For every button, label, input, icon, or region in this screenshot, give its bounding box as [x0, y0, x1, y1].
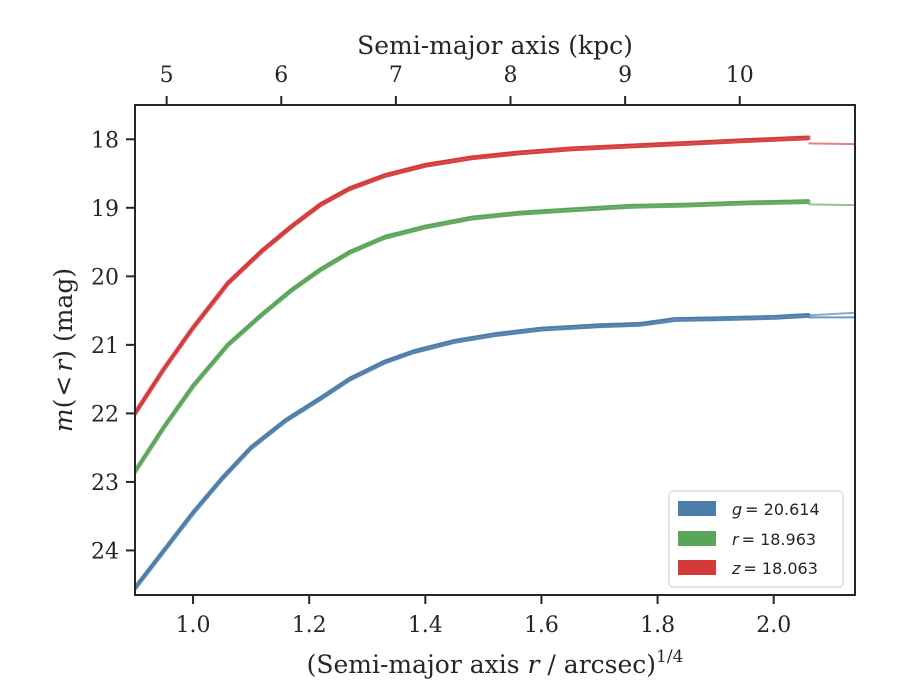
- y-axis-title-close: ): [49, 350, 78, 360]
- legend: g = 20.614 r = 18.963 z = 18.063: [668, 490, 844, 588]
- series-g-line: [135, 313, 810, 589]
- y-axis-title-var: r: [49, 358, 78, 372]
- legend-swatch-z: [678, 560, 716, 575]
- series-r-line-alt: [135, 201, 810, 474]
- ticks-layer: 1.0 1.2 1.4 1.6 1.8 2.0 18 19 20 21 22 23 24 5 6 7 8 9 10: [91, 63, 791, 638]
- top-x-tick-label: 10: [726, 63, 754, 88]
- y-axis-title-units: (mag): [49, 268, 78, 350]
- y-tick-label: 24: [91, 539, 119, 564]
- series-g-line-alt: [135, 315, 810, 591]
- curves-layer: [135, 135, 855, 591]
- top-x-tick-label: 7: [389, 63, 403, 88]
- legend-label-r: r = 18.963: [732, 530, 816, 549]
- legend-var-r: r: [732, 530, 740, 549]
- legend-label-z: z = 18.063: [731, 559, 818, 578]
- plot-frame: [134, 104, 856, 596]
- series-r-extrapolation: [808, 203, 855, 207]
- legend-var-g: g: [732, 500, 742, 519]
- y-axis-title: m( < r) (mag): [49, 268, 78, 432]
- legend-entry-r: r = 18.963: [678, 530, 816, 549]
- top-x-tick-label: 9: [618, 63, 632, 88]
- legend-value-z: = 18.063: [743, 559, 817, 578]
- top-x-tick-label: 6: [274, 63, 288, 88]
- x-axis-title-suffix: / arcsec): [539, 650, 656, 679]
- x-axis-title-exponent: 1/4: [656, 647, 683, 667]
- x-tick-label: 1.2: [292, 613, 327, 638]
- x-tick-label: 2.0: [756, 613, 791, 638]
- legend-swatch-g: [678, 501, 716, 516]
- top-x-tick-label: 8: [504, 63, 518, 88]
- x-tick-label: 1.0: [176, 613, 211, 638]
- y-axis-title-open: (: [49, 399, 78, 409]
- y-axis-title-func: m: [49, 408, 78, 432]
- x-axis-title-var: r: [528, 650, 542, 679]
- y-axis-title-lt: <: [49, 376, 78, 397]
- series-g-extrapolation: [808, 311, 855, 317]
- series-z-line: [135, 135, 810, 414]
- legend-label-g: g = 20.614: [732, 500, 820, 519]
- y-tick-label: 22: [91, 402, 119, 427]
- x-tick-label: 1.4: [408, 613, 443, 638]
- top-x-tick-label: 5: [160, 63, 174, 88]
- y-tick-label: 21: [91, 334, 119, 359]
- legend-entry-g: g = 20.614: [678, 500, 820, 519]
- legend-value-r: = 18.963: [742, 530, 816, 549]
- x-axis-title-prefix: (Semi-major axis: [307, 650, 528, 679]
- legend-value-g: = 20.614: [745, 500, 819, 519]
- y-tick-label: 23: [91, 471, 119, 496]
- top-x-axis-title: Semi-major axis (kpc): [357, 31, 633, 60]
- series-r-line: [135, 199, 810, 472]
- x-tick-label: 1.8: [640, 613, 675, 638]
- x-tick-label: 1.6: [524, 613, 559, 638]
- legend-entry-z: z = 18.063: [678, 559, 818, 578]
- legend-var-z: z: [731, 559, 741, 578]
- series-z-line-alt: [135, 138, 810, 416]
- series-z-extrapolation: [808, 142, 855, 146]
- y-tick-label: 18: [91, 128, 119, 153]
- legend-swatch-r: [678, 531, 716, 546]
- x-axis-title: (Semi-major axis r / arcsec)1/4: [307, 647, 684, 679]
- y-tick-label: 20: [91, 265, 119, 290]
- y-tick-label: 19: [91, 197, 119, 222]
